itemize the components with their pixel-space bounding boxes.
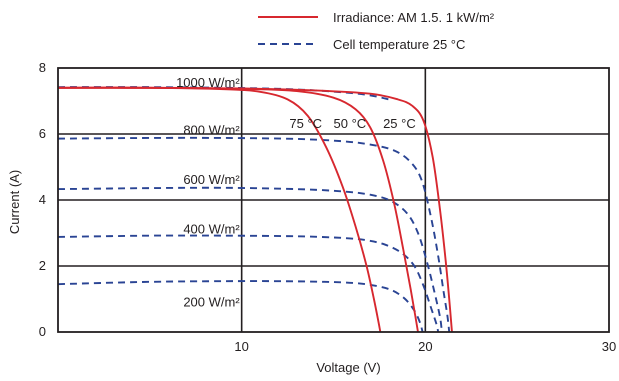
series-line-200-w-m — [57, 280, 424, 333]
annotation-400-w-m: 400 W/m² — [183, 222, 240, 237]
legend: Irradiance: AM 1.5. 1 kW/m² Cell temperat… — [258, 10, 495, 52]
series-line-800-w-m — [57, 136, 451, 333]
y-tick-label-8: 8 — [39, 60, 46, 75]
x-tick-label-20: 20 — [418, 339, 432, 354]
annotation-75-c: 75 °C — [289, 116, 322, 131]
y-tick-label-0: 0 — [39, 324, 46, 339]
y-axis-title: Current (A) — [7, 170, 22, 234]
series-line-600-w-m — [57, 186, 443, 333]
tick-labels: 0 2 4 6 8 10 20 30 — [39, 60, 616, 354]
x-tick-label-30: 30 — [602, 339, 616, 354]
legend-label-2: Cell temperature 25 °C — [333, 37, 465, 52]
annotation-600-w-m: 600 W/m² — [183, 172, 240, 187]
plot-frame — [57, 67, 610, 333]
series-line-400-w-m — [57, 234, 440, 333]
annotation-50-c: 50 °C — [334, 116, 367, 131]
annotation-800-w-m: 800 W/m² — [183, 123, 240, 138]
series-line-75-c — [57, 86, 382, 333]
series-group — [57, 86, 453, 333]
x-tick-label-10: 10 — [234, 339, 248, 354]
x-axis-title: Voltage (V) — [316, 360, 380, 375]
annotation-200-w-m: 200 W/m² — [183, 294, 240, 309]
y-tick-label-4: 4 — [39, 192, 46, 207]
annotations: 1000 W/m² 800 W/m² 600 W/m² 400 W/m² 200 W/m… — [176, 75, 416, 309]
y-tick-label-2: 2 — [39, 258, 46, 273]
annotation-25-c: 25 °C — [383, 116, 416, 131]
annotation-1000-w-m: 1000 W/m² — [176, 75, 240, 90]
grid — [58, 68, 609, 332]
plot-border — [57, 67, 610, 333]
legend-label-1: Irradiance: AM 1.5. 1 kW/m² — [333, 10, 495, 25]
y-tick-label-6: 6 — [39, 126, 46, 141]
